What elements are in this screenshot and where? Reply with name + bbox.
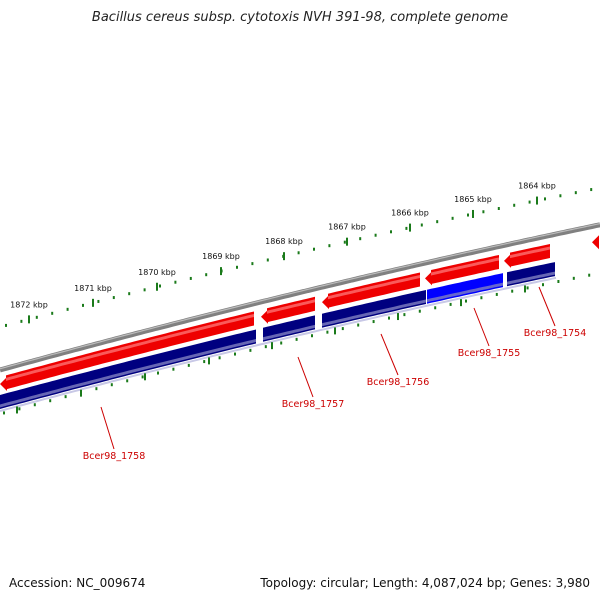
gene-label-Bcer98_1754: Bcer98_1754 (524, 328, 587, 339)
gene-leader-Bcer98_1758 (100, 406, 115, 450)
reverse-cds-shine-2 (263, 324, 315, 341)
gene-leader-Bcer98_1757 (297, 356, 314, 398)
kbp-label-1871: 1871 kbp (74, 284, 112, 293)
kbp-label-1865: 1865 kbp (454, 195, 492, 204)
reverse-cds-shine-1 (0, 339, 256, 408)
genes-label: Genes: (509, 576, 552, 590)
gene-label-Bcer98_1756: Bcer98_1756 (367, 377, 430, 388)
forward-strand-track (0, 235, 599, 391)
gene-leader-Bcer98_1756 (380, 333, 399, 376)
backbone-line (0, 222, 600, 373)
forward-cds-arrow-2 (261, 309, 268, 324)
forward-cds-arrow-5 (504, 253, 511, 268)
gene-label-Bcer98_1758: Bcer98_1758 (83, 451, 146, 462)
kbp-scale-labels: 1864 kbp 1865 kbp 1866 kbp 1867 kbp 1868 kbp… (10, 182, 556, 310)
genes-value: 3,980 (555, 576, 590, 590)
forward-cds-arrow-4 (425, 271, 432, 286)
genome-backbone (0, 222, 600, 373)
kbp-label-1870: 1870 kbp (138, 268, 176, 277)
kbp-label-1864: 1864 kbp (518, 182, 556, 191)
accession-line: Accession: NC_009674 (9, 576, 145, 590)
kbp-label-1868: 1868 kbp (265, 237, 303, 246)
inner-scale-ticks (3, 273, 591, 415)
reverse-cds-shine-4 (427, 282, 503, 303)
gene-label-Bcer98_1757: Bcer98_1757 (282, 399, 345, 410)
forward-cds-arrow-3 (322, 295, 329, 310)
length-value: 4,087,024 bp (421, 576, 502, 590)
length-label: Length: (372, 576, 419, 590)
kbp-label-1866: 1866 kbp (391, 209, 429, 218)
topology-value: circular (320, 576, 365, 590)
reverse-cds-shine-3 (322, 299, 426, 327)
page-title: Bacillus cereus subsp. cytotoxis NVH 391… (91, 10, 509, 25)
accession-label: Accession: (9, 576, 73, 590)
forward-cds-shine-2 (267, 299, 315, 314)
reverse-track-edge (0, 276, 557, 412)
kbp-label-1869: 1869 kbp (202, 252, 240, 261)
accession-value: NC_009674 (76, 576, 146, 590)
kbp-label-1872: 1872 kbp (10, 300, 48, 309)
forward-cds-arrow-1 (0, 377, 7, 391)
outer-scale-ticks (5, 188, 593, 327)
genome-summary: Topology: circular; Length: 4,087,024 bp… (260, 576, 590, 590)
gene-label-Bcer98_1755: Bcer98_1755 (458, 348, 521, 359)
forward-cds-arrow-6 (592, 235, 599, 250)
backbone-highlight (0, 223, 600, 370)
reverse-strand-track (0, 262, 557, 412)
topology-label: Topology: (260, 576, 317, 590)
reverse-cds-shine-5 (507, 271, 555, 285)
forward-cds-shine-4 (431, 257, 499, 276)
forward-cds-shine-1 (6, 314, 254, 381)
forward-cds-shine-3 (328, 275, 420, 300)
gene-leader-Bcer98_1755 (473, 307, 490, 347)
forward-cds-shine-5 (510, 246, 550, 259)
gene-leader-Bcer98_1754 (538, 286, 556, 327)
kbp-label-1867: 1867 kbp (328, 223, 366, 232)
